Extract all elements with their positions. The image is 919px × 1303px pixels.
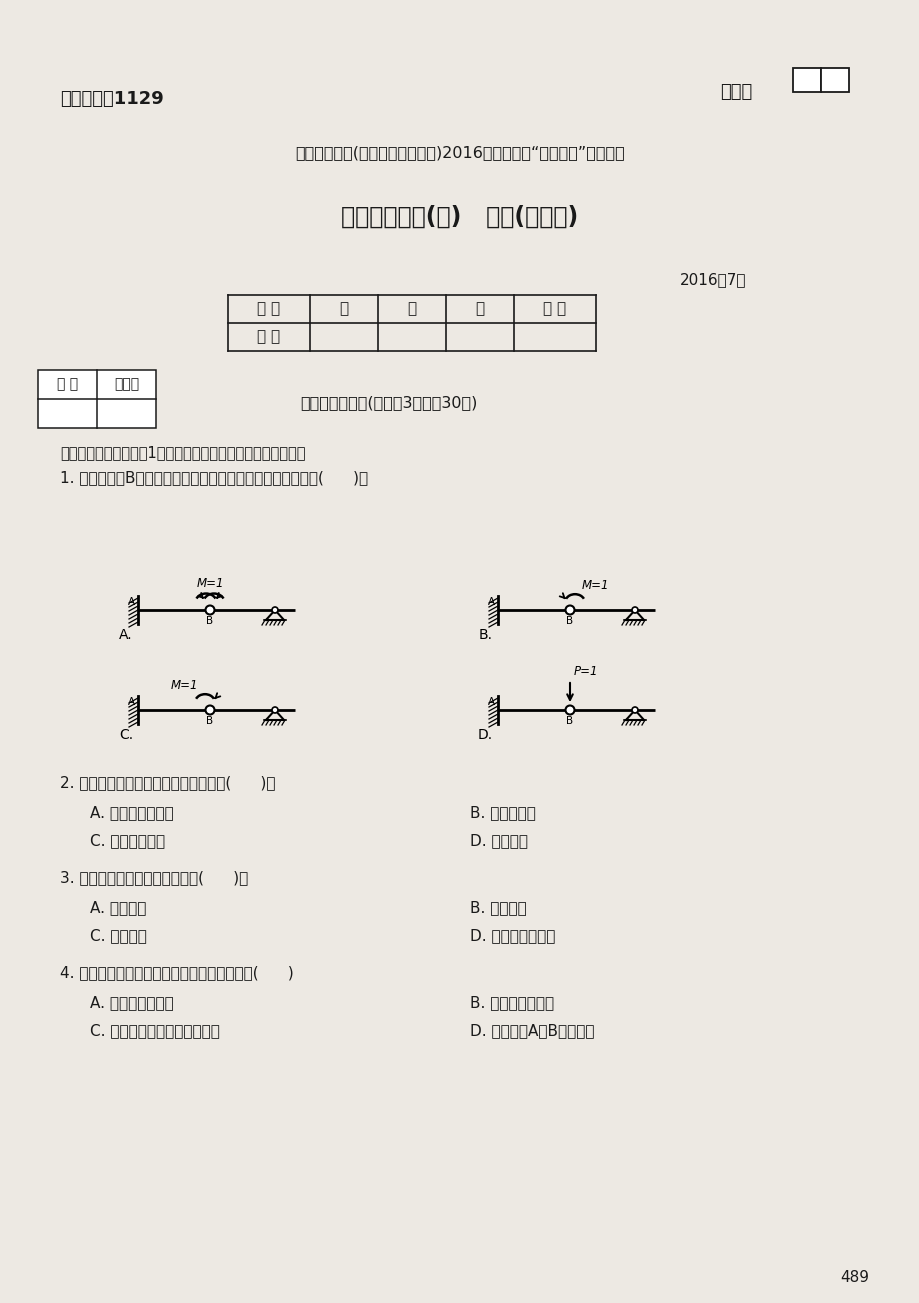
Bar [820,68,848,93]
Text: D. 以上原因都可以: D. 以上原因都可以 [470,928,555,943]
Circle shape [205,606,214,615]
Text: A. 荷载作用: A. 荷载作用 [90,900,146,915]
Text: A: A [487,597,494,607]
Text: 三: 三 [475,301,484,317]
Text: B. 支座位移: B. 支座位移 [470,900,527,915]
Text: 土木工程力学(本)   试题(半开卷): 土木工程力学(本) 试题(半开卷) [341,205,578,229]
Text: 3. 超静定结构产生内力的原因有(      )。: 3. 超静定结构产生内力的原因有( )。 [60,870,248,885]
Text: P=1: P=1 [573,665,598,678]
Text: M=1: M=1 [170,679,198,692]
Text: 总 分: 总 分 [543,301,566,317]
Text: 1. 求图示梁铰B两侧截面的相对转角时，其虚设力状态应取图(      )。: 1. 求图示梁铰B两侧截面的相对转角时，其虚设力状态应取图( )。 [60,470,368,485]
Text: 座位号: 座位号 [720,83,752,102]
Text: 评卷人: 评卷人 [114,378,139,391]
Circle shape [565,606,573,615]
Text: C.: C. [119,728,133,741]
Text: C. 温度变化: C. 温度变化 [90,928,147,943]
Text: A: A [128,597,135,607]
Text: B: B [566,717,573,726]
Bar [38,370,156,427]
Circle shape [272,607,278,612]
Text: B. 支座的数目: B. 支座的数目 [470,805,535,820]
Text: 试卷代号：1129: 试卷代号：1129 [60,90,164,108]
Circle shape [631,607,637,612]
Text: 一、单项选择题(每小题3分，共30分): 一、单项选择题(每小题3分，共30分) [300,395,477,410]
Text: B: B [206,717,213,726]
Text: D. 刚结点数: D. 刚结点数 [470,833,528,848]
Text: D. 同时满足A、B两个条件: D. 同时满足A、B两个条件 [470,1023,594,1038]
Text: 4. 力法典型方程是根据以下哪个条件得到的？(      ): 4. 力法典型方程是根据以下哪个条件得到的？( ) [60,966,293,980]
Text: A. 结构的平衡条件: A. 结构的平衡条件 [90,995,174,1010]
Text: 2016年7月: 2016年7月 [679,272,745,287]
Text: M=1: M=1 [582,580,608,592]
Text: 国家开放大学(中央广播电视大学)2016年春季学期“开放本科”期末考试: 国家开放大学(中央广播电视大学)2016年春季学期“开放本科”期末考试 [295,145,624,160]
Text: B.: B. [479,628,493,642]
Text: 分 数: 分 数 [257,330,280,344]
Text: A. 多余约束的数目: A. 多余约束的数目 [90,805,174,820]
Text: A.: A. [119,628,133,642]
Text: 得 分: 得 分 [57,378,78,391]
Text: A: A [487,697,494,708]
Text: M=1: M=1 [196,576,223,589]
Text: A: A [128,697,135,708]
Circle shape [205,705,214,714]
Text: 二: 二 [407,301,416,317]
Text: C. 支座的链杆数: C. 支座的链杆数 [90,833,165,848]
Text: （在所列备选项中，选1项正确的或最好的作为答案填入括弧）: （在所列备选项中，选1项正确的或最好的作为答案填入括弧） [60,446,305,460]
Text: 一: 一 [339,301,348,317]
Text: 2. 超静定结构的超静定次数等于结构中(      )。: 2. 超静定结构的超静定次数等于结构中( )。 [60,775,275,790]
Text: D.: D. [477,728,493,741]
Text: B. 结构的物理条件: B. 结构的物理条件 [470,995,553,1010]
Bar [792,68,820,93]
Text: C. 多余约束处的位移协调条件: C. 多余约束处的位移协调条件 [90,1023,220,1038]
Text: 题 号: 题 号 [257,301,280,317]
Text: 489: 489 [840,1270,868,1285]
Text: B: B [206,616,213,625]
Circle shape [631,708,637,713]
Circle shape [272,708,278,713]
Text: B: B [566,616,573,625]
Circle shape [565,705,573,714]
